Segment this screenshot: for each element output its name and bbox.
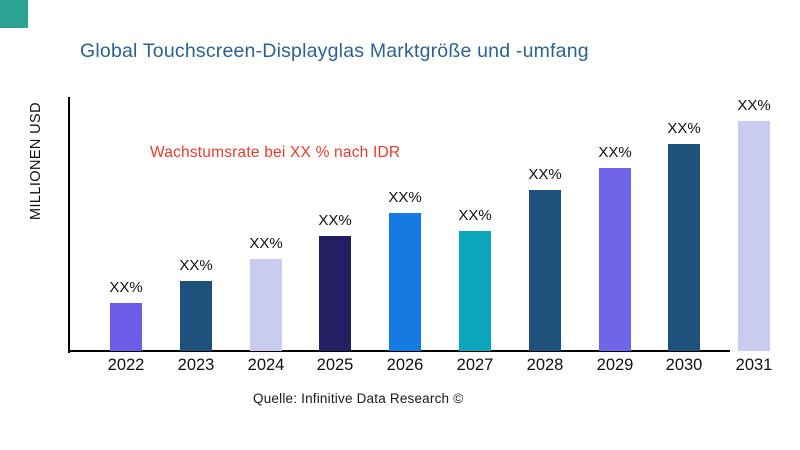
bar-2027 — [459, 231, 491, 351]
bar-2025 — [319, 236, 351, 351]
x-tick-2026: 2026 — [386, 356, 424, 374]
bar-2022 — [110, 303, 142, 351]
x-tick-2030: 2030 — [665, 356, 703, 374]
x-tick-2028: 2028 — [526, 356, 564, 374]
growth-rate-annotation: Wachstumsrate bei XX % nach IDR — [150, 144, 401, 161]
x-tick-2023: 2023 — [177, 356, 215, 374]
bar-value-2023: XX% — [179, 257, 213, 274]
bar-2031 — [738, 121, 770, 351]
bar-2024 — [250, 259, 282, 351]
bar-2030 — [668, 144, 700, 351]
x-axis-line — [68, 350, 730, 352]
source-caption: Quelle: Infinitive Data Research © — [253, 391, 464, 406]
corner-marker-square — [0, 0, 28, 28]
bar-2029 — [599, 168, 631, 351]
bar-value-2029: XX% — [598, 144, 632, 161]
bar-value-2026: XX% — [388, 189, 422, 206]
bar-value-2022: XX% — [109, 279, 143, 296]
x-tick-2031: 2031 — [735, 356, 773, 374]
x-tick-2027: 2027 — [456, 356, 494, 374]
bar-2026 — [389, 213, 421, 351]
x-tick-2022: 2022 — [107, 356, 145, 374]
bar-value-2031: XX% — [737, 97, 771, 114]
bar-value-2028: XX% — [528, 166, 562, 183]
bar-2028 — [529, 190, 561, 351]
bar-value-2025: XX% — [318, 212, 352, 229]
y-axis-title: MILLIONEN USD — [28, 102, 44, 220]
bar-2023 — [180, 281, 212, 351]
bar-value-2027: XX% — [458, 207, 492, 224]
x-tick-2025: 2025 — [316, 356, 354, 374]
y-axis-line — [68, 97, 70, 353]
x-tick-2029: 2029 — [596, 356, 634, 374]
chart-title: Global Touchscreen-Displayglas Marktgröß… — [80, 40, 589, 62]
x-tick-2024: 2024 — [247, 356, 285, 374]
bar-value-2024: XX% — [249, 235, 283, 252]
bar-value-2030: XX% — [667, 120, 701, 137]
